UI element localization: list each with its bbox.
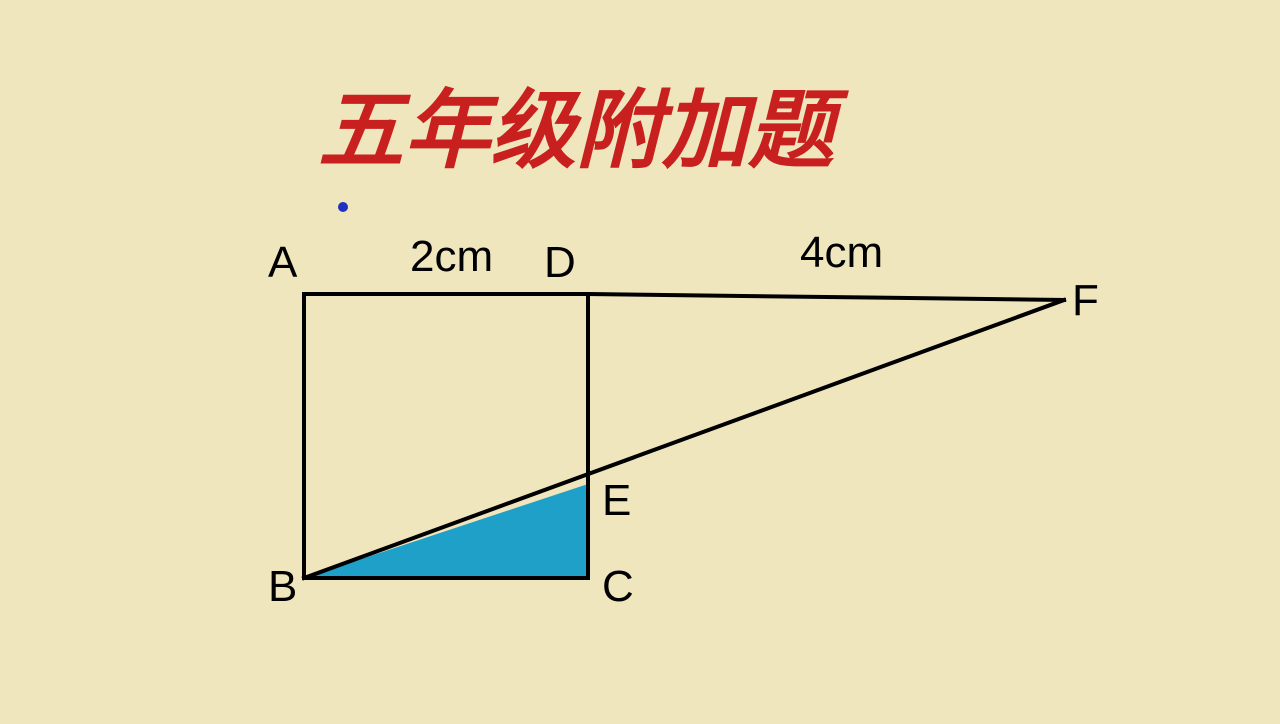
dimension-ad: 2cm	[410, 232, 493, 282]
vertex-label-b: B	[268, 562, 297, 612]
vertex-label-a: A	[268, 238, 297, 288]
dimension-df: 4cm	[800, 228, 883, 278]
vertex-label-e: E	[602, 476, 631, 526]
vertex-label-f: F	[1072, 276, 1099, 326]
vertex-label-d: D	[544, 238, 576, 288]
vertex-label-c: C	[602, 562, 634, 612]
geometry-svg	[0, 0, 1280, 724]
line-segments	[304, 294, 1064, 578]
